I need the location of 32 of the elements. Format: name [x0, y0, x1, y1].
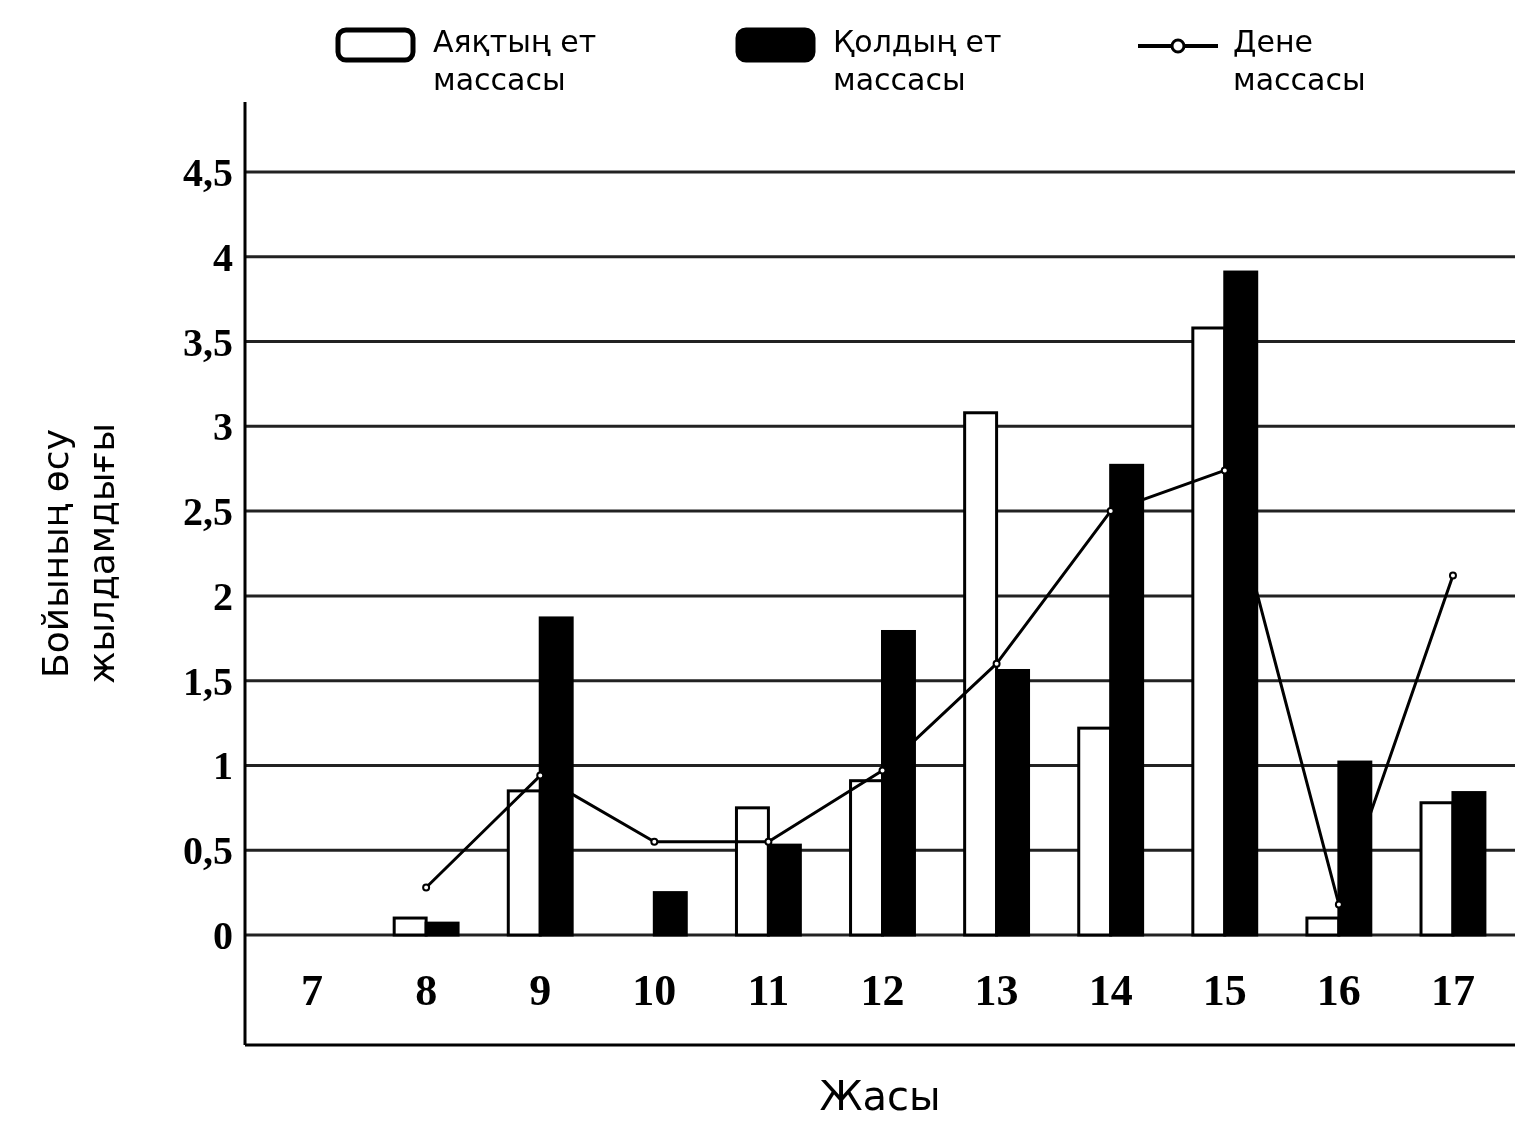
- y-tick-label: 3: [213, 404, 233, 450]
- x-tick-label: 12: [860, 966, 905, 1015]
- y-tick-label: 3,5: [183, 319, 233, 365]
- y-tick-label: 2: [213, 573, 233, 619]
- y-tick-label: 0: [213, 913, 233, 958]
- x-tick-label: 13: [974, 966, 1019, 1015]
- x-tick-label: 15: [1202, 966, 1247, 1015]
- point: [650, 837, 659, 846]
- x-axis-title: Жасы: [819, 1073, 941, 1119]
- x-tick-label: 16: [1316, 966, 1361, 1015]
- y-tick-label: 4: [213, 234, 233, 280]
- x-tick-label: 17: [1430, 966, 1475, 1015]
- legend-label: Дене массасы: [1233, 24, 1366, 97]
- bar: [652, 891, 688, 937]
- x-tick-label: 7: [301, 966, 324, 1015]
- point: [1448, 571, 1457, 580]
- point: [992, 659, 1001, 668]
- y-tick-label: 4,5: [183, 150, 233, 195]
- y-tick-label: 1: [213, 743, 233, 789]
- x-tick-label: 11: [747, 966, 790, 1015]
- point: [764, 837, 773, 846]
- x-tick-label: 8: [415, 966, 438, 1015]
- y-tick-label: 0,5: [183, 828, 233, 874]
- legend-label: Аяқтың ет массасы: [433, 24, 597, 97]
- y-tick-label: 1,5: [183, 658, 233, 704]
- x-tick-label: 10: [632, 966, 677, 1015]
- point: [422, 883, 431, 892]
- x-tick-label: 14: [1088, 966, 1133, 1015]
- x-tick-label: 9: [529, 966, 552, 1015]
- legend-label: Қолдың ет массасы: [833, 24, 1002, 97]
- y-tick-label: 2,5: [183, 489, 233, 535]
- y-axis-title: Бойының өсу жылдамдығы: [35, 423, 122, 684]
